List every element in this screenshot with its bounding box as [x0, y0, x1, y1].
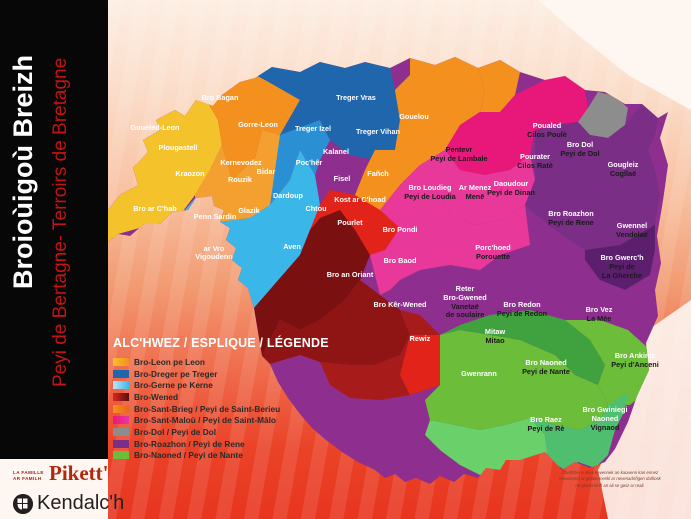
- svg-text:Bidar: Bidar: [257, 167, 276, 176]
- svg-text:Kalanel: Kalanel: [323, 147, 349, 156]
- svg-text:Peyi de Dol: Peyi de Dol: [560, 149, 599, 158]
- svg-text:Gorre-Leon: Gorre-Leon: [238, 120, 278, 129]
- svg-text:Dardoup: Dardoup: [273, 191, 304, 200]
- svg-text:Peyi de Rene: Peyi de Rene: [548, 218, 593, 227]
- svg-text:Chtou: Chtou: [305, 204, 326, 213]
- svg-text:Cilos Ratè: Cilos Ratè: [517, 161, 553, 170]
- svg-text:La Mée: La Mée: [587, 314, 612, 323]
- svg-text:Cilos Poulè: Cilos Poulè: [527, 130, 567, 139]
- svg-text:Treger Izel: Treger Izel: [295, 124, 331, 133]
- svg-text:Bro Baod: Bro Baod: [384, 256, 417, 265]
- svg-text:Fañch: Fañch: [367, 169, 389, 178]
- svg-text:Peyi de Loudia: Peyi de Loudia: [404, 192, 456, 201]
- svg-text:Bro Ankiniz: Bro Ankiniz: [615, 351, 656, 360]
- svg-text:Porc'hoed: Porc'hoed: [475, 243, 510, 252]
- svg-text:Penn Sardin: Penn Sardin: [194, 212, 237, 221]
- svg-text:Daoudour: Daoudour: [494, 179, 529, 188]
- svg-text:Peyi de Rè: Peyi de Rè: [528, 424, 565, 433]
- svg-text:Mitaw: Mitaw: [485, 327, 506, 336]
- svg-text:Mitao: Mitao: [485, 336, 505, 345]
- svg-text:Peyi de Redon: Peyi de Redon: [497, 309, 547, 318]
- svg-text:Gwennel: Gwennel: [617, 221, 647, 230]
- svg-text:Porouette: Porouette: [476, 252, 510, 261]
- svg-text:Peyi d'Anceni: Peyi d'Anceni: [611, 360, 659, 369]
- svg-text:Plougastell: Plougastell: [159, 143, 198, 152]
- svg-text:Bro ar C'hab: Bro ar C'hab: [133, 204, 177, 213]
- svg-text:Bro Loudieg: Bro Loudieg: [409, 183, 452, 192]
- svg-text:Bro Bagan: Bro Bagan: [202, 93, 239, 102]
- svg-text:Bro Vez: Bro Vez: [586, 305, 613, 314]
- svg-text:Aven: Aven: [283, 242, 301, 251]
- svg-text:Vendelaë: Vendelaë: [616, 230, 648, 239]
- svg-text:Bro Redon: Bro Redon: [503, 300, 540, 309]
- svg-text:Peyi de: Peyi de: [609, 262, 635, 271]
- svg-text:Bro Roazhon: Bro Roazhon: [548, 209, 593, 218]
- svg-text:Bro Kêr-Wened: Bro Kêr-Wened: [374, 300, 427, 309]
- svg-text:Menē: Menē: [466, 192, 485, 201]
- svg-text:Pourlet: Pourlet: [337, 218, 363, 227]
- svg-text:Fisel: Fisel: [334, 174, 351, 183]
- svg-text:Vignaod: Vignaod: [591, 423, 620, 432]
- svg-text:Kernevodez: Kernevodez: [220, 158, 262, 167]
- svg-text:Bro an Oriant: Bro an Oriant: [327, 270, 374, 279]
- svg-text:Peyi de Lambale: Peyi de Lambale: [430, 154, 487, 163]
- svg-text:Kraozon: Kraozon: [175, 169, 204, 178]
- svg-text:Bro Pondi: Bro Pondi: [383, 225, 418, 234]
- svg-text:Poc'hêr: Poc'hêr: [296, 158, 323, 167]
- svg-text:Pentevr: Pentevr: [446, 145, 473, 154]
- svg-text:Cogllaë: Cogllaë: [610, 169, 636, 178]
- svg-text:Peyi de Dinan: Peyi de Dinan: [487, 188, 535, 197]
- svg-text:Poualed: Poualed: [533, 121, 561, 130]
- svg-text:Bro Gwiniegi: Bro Gwiniegi: [583, 405, 628, 414]
- svg-text:Peyi de Nante: Peyi de Nante: [522, 367, 570, 376]
- svg-text:Treger Vihan: Treger Vihan: [356, 127, 400, 136]
- svg-text:Vigoudenn: Vigoudenn: [195, 252, 233, 261]
- svg-text:Bro-Gwened: Bro-Gwened: [443, 293, 486, 302]
- svg-text:Pourater: Pourater: [520, 152, 550, 161]
- svg-text:Goueled-Leon: Goueled-Leon: [130, 123, 179, 132]
- svg-text:de soulaire: de soulaire: [446, 310, 485, 319]
- svg-text:Reter: Reter: [456, 284, 475, 293]
- svg-text:Glazik: Glazik: [238, 206, 260, 215]
- svg-text:La Gherche: La Gherche: [602, 271, 642, 280]
- svg-text:Kost ar C'hoad: Kost ar C'hoad: [334, 195, 386, 204]
- svg-text:Treger Vras: Treger Vras: [336, 93, 376, 102]
- svg-text:Gwenrann: Gwenrann: [461, 369, 497, 378]
- svg-text:Bro Raez: Bro Raez: [530, 415, 562, 424]
- svg-text:Bro Gwerc'h: Bro Gwerc'h: [600, 253, 643, 262]
- svg-text:Bro Naoned: Bro Naoned: [525, 358, 566, 367]
- svg-text:Naoned: Naoned: [592, 414, 619, 423]
- svg-text:Rouzik: Rouzik: [228, 175, 253, 184]
- svg-text:Gouelou: Gouelou: [399, 112, 429, 121]
- svg-text:Gougleiz: Gougleiz: [608, 160, 639, 169]
- svg-text:Bro Dol: Bro Dol: [567, 140, 593, 149]
